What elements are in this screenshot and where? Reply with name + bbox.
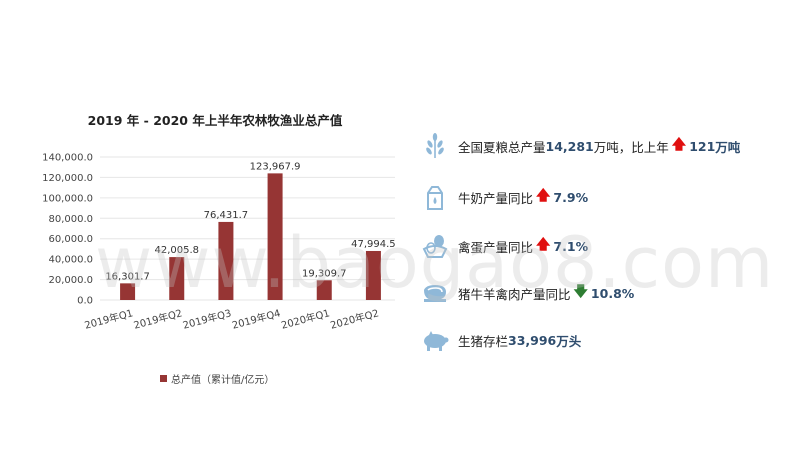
bar: [316, 280, 332, 300]
x-tick-label: 2019年Q4: [231, 306, 282, 331]
stat-label: 全国夏粮总产量: [458, 139, 546, 155]
arrow-down-icon: 🡇: [573, 284, 588, 300]
wheat-icon: [426, 133, 444, 158]
data-label: 19,309.7: [302, 268, 347, 279]
stat-label: 牛奶产量同比: [458, 190, 534, 206]
bar: [267, 173, 283, 300]
stat-summer-grain: 全国夏粮总产量 14,281 万吨，比上年 🡅 121 万吨: [420, 131, 740, 161]
y-tick-label: 60,000.0: [48, 234, 93, 245]
bar: [218, 221, 234, 300]
data-label: 76,431.7: [204, 210, 249, 221]
x-tick-label: 2019年Q2: [132, 306, 183, 331]
arrow-up-icon: 🡅: [671, 137, 687, 153]
stat-label: 禽蛋产量同比: [458, 239, 534, 255]
x-tick-label: 2019年Q3: [181, 306, 232, 331]
meat-icon: [424, 285, 446, 302]
egg-icon: [422, 235, 448, 258]
y-tick-label: 80,000.0: [48, 214, 93, 225]
stat-meat: 猪牛羊禽肉产量同比 🡇 10.8%: [420, 278, 634, 308]
stat-label: 生猪存栏: [458, 333, 509, 349]
arrow-up-icon: 🡅: [536, 237, 551, 253]
data-label: 123,967.9: [250, 161, 301, 172]
stat-value: 10.8%: [590, 285, 635, 301]
data-label: 16,301.7: [105, 271, 150, 282]
y-tick-label: 40,000.0: [48, 255, 93, 266]
pig-icon: [424, 331, 449, 351]
stat-live-pigs: 生猪存栏 33,996 万头: [420, 325, 581, 355]
y-tick-label: 100,000.0: [42, 193, 93, 204]
bar: [365, 250, 381, 300]
stat-label: 猪牛羊禽肉产量同比: [458, 286, 571, 302]
stat-value: 33,996: [508, 332, 557, 348]
stat-suffix-2: 万吨: [715, 139, 741, 155]
arrow-up-icon: 🡅: [536, 188, 551, 204]
data-label: 47,994.5: [351, 239, 396, 250]
bar: [120, 283, 136, 300]
milk-carton-icon: [427, 186, 443, 210]
stat-value: 7.1%: [553, 238, 589, 254]
chart-panel: 2019 年 - 2020 年上半年农林牧渔业总产值 0.0 20,000.0 40…: [42, 113, 396, 386]
y-tick-label: 120,000.0: [42, 173, 93, 184]
stat-suffix: 万头: [556, 333, 582, 349]
x-tick-label: 2020年Q2: [329, 306, 380, 331]
stat-milk: 牛奶产量同比 🡅 7.9%: [420, 182, 588, 212]
bar-chart: 0.0 20,000.0 40,000.0 60,000.0 80,000.0 100,0…: [42, 153, 396, 332]
y-tick-label: 20,000.0: [48, 275, 93, 286]
y-tick-label: 0.0: [77, 296, 93, 307]
x-tick-label: 2019年Q1: [83, 306, 134, 331]
chart-title: 2019 年 - 2020 年上半年农林牧渔业总产值: [87, 113, 343, 128]
stat-value: 7.9%: [553, 189, 589, 205]
stat-eggs: 禽蛋产量同比 🡅 7.1%: [420, 231, 588, 261]
legend-swatch: [160, 375, 167, 382]
stat-value-2: 121: [689, 138, 716, 154]
stat-suffix: 万吨，比上年: [593, 139, 669, 155]
data-label: 42,005.8: [154, 245, 199, 256]
y-tick-label: 140,000.0: [42, 153, 93, 164]
bar: [169, 257, 185, 300]
x-tick-label: 2020年Q1: [280, 306, 331, 331]
chart-legend: 总产值（累计值/亿元）: [160, 371, 274, 386]
stat-value: 14,281: [545, 138, 594, 154]
legend-label: 总产值（累计值/亿元）: [171, 375, 275, 386]
